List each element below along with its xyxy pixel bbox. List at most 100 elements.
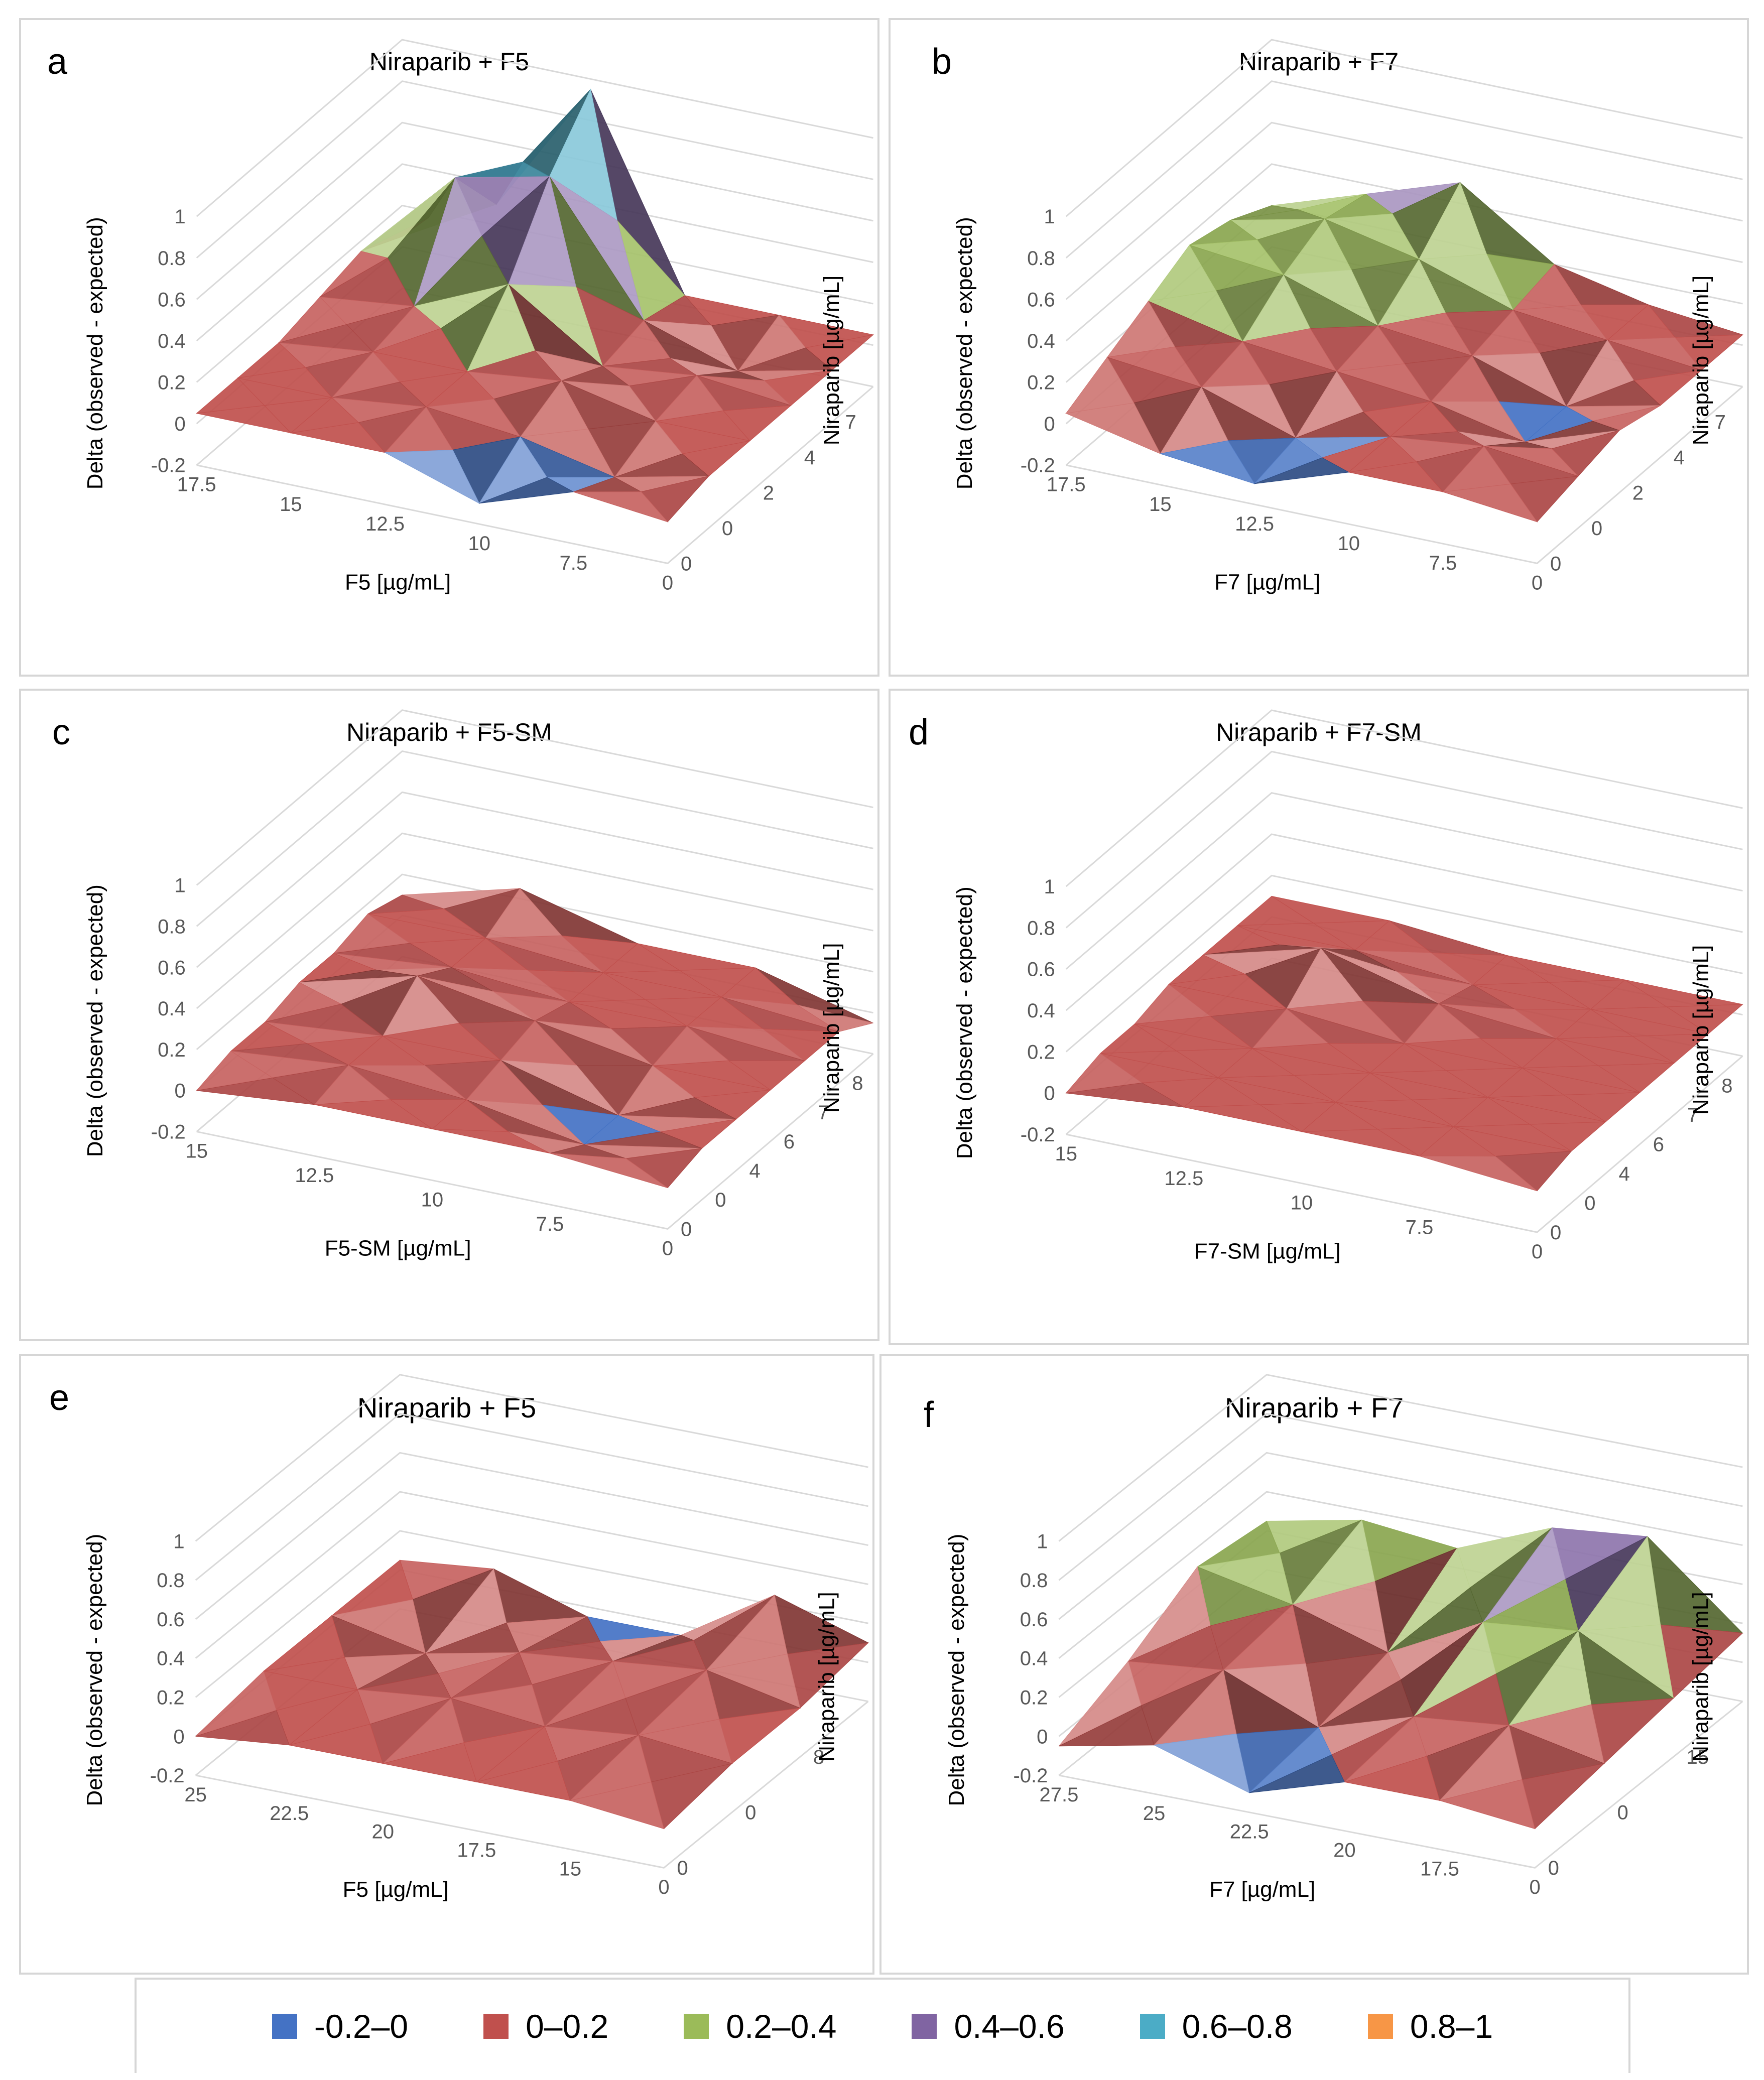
y-axis-title: Niraparib [µg/mL] <box>1689 276 1713 445</box>
y-tick-label: 0 <box>1591 517 1602 540</box>
y-tick-label: 0 <box>722 517 733 540</box>
z-tick-label: 0.4 <box>158 330 186 352</box>
floor-edge <box>1059 1701 1743 1869</box>
y-axis-title: Niraparib [µg/mL] <box>815 1592 839 1761</box>
surface-facet <box>1443 483 1538 523</box>
x-tick-label: 10 <box>1291 1192 1313 1214</box>
panel-f: f Niraparib + F7 1 0.8 0.6 0.4 0.2 0 -0.2 27.5 2… <box>879 1354 1749 1975</box>
z-tick-label: 0.2 <box>158 372 186 394</box>
legend-swatch <box>483 2014 509 2039</box>
gridline <box>1058 1374 1743 1542</box>
y-axis-title: Niraparib [µg/mL] <box>1689 945 1713 1115</box>
z-axis-title: Delta (observed - expected) <box>83 884 107 1157</box>
z-tick-label: -0.2 <box>150 1765 185 1787</box>
gridline <box>1058 1413 1743 1581</box>
surface-facet <box>1153 1733 1250 1793</box>
z-axis-title: Delta (observed - expected) <box>952 886 977 1159</box>
gridline <box>1065 121 1743 300</box>
z-tick-label: -0.2 <box>151 1121 186 1143</box>
surface-facet <box>479 477 575 504</box>
panel-letter: e <box>49 1378 70 1418</box>
z-tick-label: 0.2 <box>158 1039 186 1061</box>
y-tick-label: 0 <box>1584 1193 1595 1215</box>
surface-facet <box>314 1099 433 1129</box>
gridline <box>196 873 873 1051</box>
y-tick-label: 15 <box>1686 1746 1709 1768</box>
gridline <box>195 1452 868 1620</box>
surface-facet <box>1249 1754 1345 1793</box>
panel-b: b Niraparib + F7 1 0.8 0.6 0.4 0.2 0 -0.2 17.5 1… <box>889 18 1749 677</box>
y-tick-label: 0 <box>745 1802 756 1824</box>
surface-chart: 10.80.60.40.20-0.217.51512.5107.50002479… <box>952 39 1743 595</box>
floor-edge <box>1066 386 1743 564</box>
y-axis-title: Niraparib [µg/mL] <box>819 276 844 445</box>
x-tick-label: 0 <box>1532 1241 1543 1263</box>
gridline <box>1065 709 1743 887</box>
z-tick-label: 0.4 <box>157 1648 185 1670</box>
x-tick-label: 12.5 <box>365 513 405 535</box>
surface-facet <box>1066 1082 1184 1108</box>
y-axis-title: Niraparib [µg/mL] <box>1688 1592 1713 1761</box>
z-tick-label: 0.6 <box>157 1609 185 1631</box>
y-tick-label: 0 <box>677 1857 688 1879</box>
z-tick-label: 0.8 <box>158 916 186 938</box>
x-tick-label: 7.5 <box>536 1213 564 1235</box>
x-tick-label: 15 <box>559 1858 582 1880</box>
legend-swatch <box>1140 2014 1165 2039</box>
x-tick-label: 15 <box>185 1140 208 1162</box>
surface-facet <box>195 1710 290 1746</box>
surface-facet <box>1591 1698 1674 1764</box>
z-tick-label: 0.6 <box>1027 959 1055 981</box>
z-tick-label: 0.6 <box>1027 289 1055 311</box>
x-tick-label: 10 <box>1337 533 1360 555</box>
y-tick-label: 8 <box>813 1746 824 1768</box>
surface-facet <box>1344 1756 1440 1801</box>
gridline <box>195 1413 868 1581</box>
z-tick-label: 0.8 <box>158 247 186 270</box>
gridline <box>195 1491 868 1659</box>
x-tick-label: 17.5 <box>1420 1858 1459 1880</box>
y-tick-label: 0 <box>681 1218 692 1240</box>
gridline <box>1065 750 1743 929</box>
z-tick-label: 1 <box>1037 1530 1048 1552</box>
surface-facet <box>1348 461 1444 492</box>
z-tick-label: 0.2 <box>1027 372 1055 394</box>
x-tick-label: 10 <box>421 1189 444 1211</box>
surface-facet <box>196 1077 315 1105</box>
z-tick-label: 0.4 <box>1020 1648 1048 1670</box>
surface-facet <box>573 491 669 523</box>
z-tick-label: 0.8 <box>1027 917 1055 939</box>
z-tick-label: 0.8 <box>1027 247 1055 270</box>
surface-facet <box>1184 1104 1302 1132</box>
y-tick-label: 0 <box>1550 1222 1561 1244</box>
floor-edge <box>196 386 874 564</box>
legend-label: 0.2–0.4 <box>726 2008 837 2045</box>
z-tick-label: -0.2 <box>1021 1124 1055 1146</box>
surface-facet <box>1059 1705 1155 1747</box>
x-tick-label: 15 <box>1055 1143 1077 1165</box>
x-tick-label: 0 <box>662 1237 673 1259</box>
x-tick-label: 17.5 <box>457 1840 496 1862</box>
x-tick-label: 0 <box>662 572 673 594</box>
chart-title: Niraparib + F7 <box>1224 1392 1404 1423</box>
x-tick-label: 17.5 <box>177 474 216 496</box>
z-axis-title: Delta (observed - expected) <box>952 217 977 489</box>
chart-title: Niraparib + F5 <box>369 48 530 76</box>
y-tick-label: 4 <box>749 1160 761 1182</box>
x-axis-title: F5-SM [µg/mL] <box>325 1236 471 1260</box>
legend-item: -0.2–0 <box>272 2007 408 2045</box>
legend-item: 0–0.2 <box>483 2007 608 2045</box>
surface-chart: 10.80.60.40.20-0.21512.5107.500046789Del… <box>83 709 874 1260</box>
z-tick-label: 0.6 <box>1020 1609 1048 1631</box>
z-tick-label: 0 <box>1044 1083 1055 1105</box>
surface-chart: 10.80.60.40.20-0.227.52522.52017.5000152… <box>944 1374 1743 1902</box>
legend-label: 0–0.2 <box>526 2008 609 2045</box>
surface-chart: 10.80.60.40.20-0.217.51512.5107.50002479… <box>83 39 874 595</box>
chart-title: Niraparib + F5 <box>357 1392 537 1423</box>
legend-item: 0.4–0.6 <box>912 2007 1065 2045</box>
y-tick-label: 4 <box>1674 447 1685 469</box>
x-tick-label: 27.5 <box>1039 1784 1078 1806</box>
z-tick-label: 0.2 <box>1020 1686 1048 1709</box>
z-tick-label: 0 <box>174 1080 185 1102</box>
gridline <box>1058 1452 1743 1620</box>
